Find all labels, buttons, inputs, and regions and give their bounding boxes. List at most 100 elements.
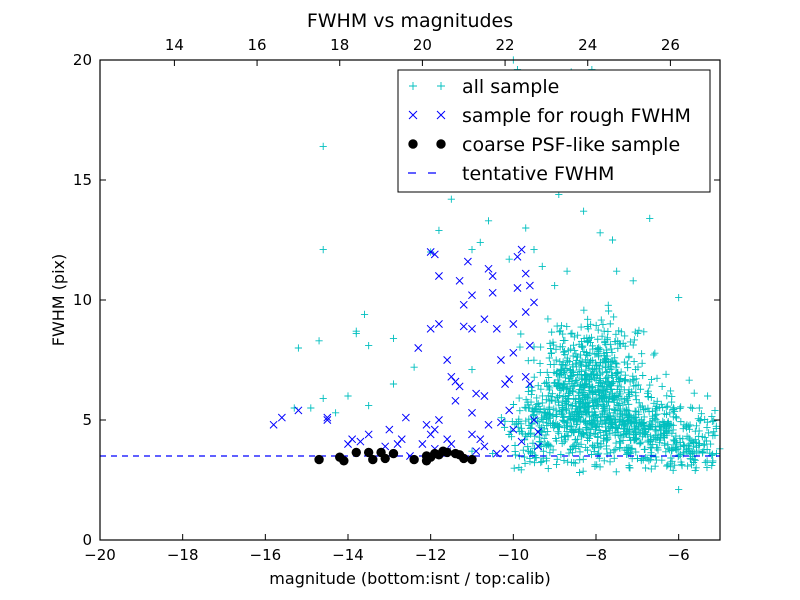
all-sample-point <box>581 376 589 384</box>
all-sample-point <box>507 427 515 435</box>
all-sample-point <box>712 422 720 430</box>
all-sample-point <box>604 301 612 309</box>
all-sample-point <box>566 387 574 395</box>
rough-sample-point <box>426 248 435 256</box>
all-sample-point <box>685 376 693 384</box>
all-sample-point <box>605 405 614 413</box>
rough-sample-point <box>393 440 402 448</box>
all-sample-point <box>616 439 625 447</box>
all-sample-point <box>557 450 565 459</box>
rough-sample-point <box>472 447 481 456</box>
all-sample-point <box>616 407 624 415</box>
all-sample-point <box>685 425 694 433</box>
rough-sample-point <box>447 440 456 448</box>
all-sample-point <box>581 384 589 392</box>
y-tick-label: 15 <box>73 171 92 189</box>
all-sample-point <box>645 457 653 465</box>
all-sample-point <box>565 358 573 366</box>
rough-sample-point <box>356 437 365 446</box>
all-sample-point <box>572 356 581 365</box>
all-sample-point <box>668 429 676 437</box>
all-sample-point <box>389 334 398 342</box>
all-sample-point <box>636 385 645 393</box>
all-sample-point <box>620 377 629 385</box>
psf-sample-point <box>467 454 477 465</box>
all-sample-point <box>594 450 602 458</box>
all-sample-point <box>530 459 539 467</box>
all-sample-point <box>644 392 652 401</box>
psf-sample-point <box>339 456 349 466</box>
all-sample-point <box>610 447 618 455</box>
y-axis-label: FWHM (pix) <box>49 254 68 347</box>
all-sample-point <box>609 394 617 402</box>
all-sample-point <box>672 414 681 422</box>
all-sample-point <box>516 343 524 351</box>
all-sample-point <box>579 400 587 408</box>
all-sample-point <box>540 405 548 413</box>
all-sample-point <box>542 457 550 465</box>
all-sample-point <box>636 440 644 448</box>
all-sample-point <box>563 422 572 430</box>
all-sample-point <box>360 310 369 318</box>
all-sample-point <box>600 457 608 465</box>
all-sample-point <box>602 442 611 450</box>
all-sample-point <box>606 340 614 348</box>
all-sample-point <box>315 337 323 345</box>
all-sample-point <box>656 426 665 434</box>
all-sample-point <box>669 406 678 414</box>
all-sample-point <box>700 446 708 454</box>
all-sample-point <box>587 320 595 328</box>
all-sample-point <box>599 320 607 329</box>
all-sample-point <box>558 411 567 419</box>
all-sample-point <box>694 415 702 423</box>
all-sample-point <box>650 434 658 442</box>
all-sample-point <box>557 322 566 330</box>
all-sample-point <box>663 392 671 400</box>
all-sample-point <box>550 341 558 349</box>
all-sample-point <box>585 413 594 421</box>
all-sample-point <box>630 336 638 344</box>
all-sample-point <box>517 330 525 338</box>
all-sample-point <box>602 431 610 439</box>
all-sample-point <box>631 413 639 421</box>
all-sample-point <box>593 439 602 447</box>
all-sample-point <box>658 382 666 390</box>
all-sample-point <box>613 360 621 368</box>
all-sample-point <box>606 449 614 457</box>
all-sample-point <box>643 431 651 439</box>
all-sample-point <box>519 446 527 454</box>
all-sample-point <box>567 372 575 381</box>
psf-sample-point <box>388 448 399 459</box>
all-sample-point <box>594 326 602 334</box>
rough-sample-point <box>269 420 278 429</box>
rough-sample-point <box>468 324 476 333</box>
all-sample-point <box>580 306 588 314</box>
all-sample-point <box>557 434 566 442</box>
all-sample-point <box>613 369 621 377</box>
all-sample-point <box>515 427 523 436</box>
all-sample-point <box>703 457 711 465</box>
all-sample-point <box>643 389 652 397</box>
all-sample-point <box>571 459 579 467</box>
all-sample-point <box>538 262 546 270</box>
all-sample-point <box>625 449 633 457</box>
all-sample-point <box>542 431 550 439</box>
all-sample-point <box>614 344 622 352</box>
all-sample-point <box>597 358 605 366</box>
all-sample-point <box>584 351 592 360</box>
top-tick-label: 16 <box>248 36 267 54</box>
all-sample-point <box>594 335 602 343</box>
rough-sample-point <box>323 416 332 424</box>
legend-marker-rough-sample <box>436 110 446 120</box>
all-sample-point <box>638 359 646 367</box>
all-sample-point <box>703 463 711 472</box>
all-sample-point <box>640 328 648 336</box>
all-sample-point <box>562 385 571 393</box>
all-sample-point <box>561 364 569 373</box>
all-sample-point <box>666 387 675 395</box>
all-sample-point <box>653 374 661 382</box>
all-sample-point <box>468 447 476 455</box>
psf-sample-point <box>442 447 452 458</box>
rough-sample-point <box>484 264 493 273</box>
rough-sample-point <box>430 250 439 259</box>
